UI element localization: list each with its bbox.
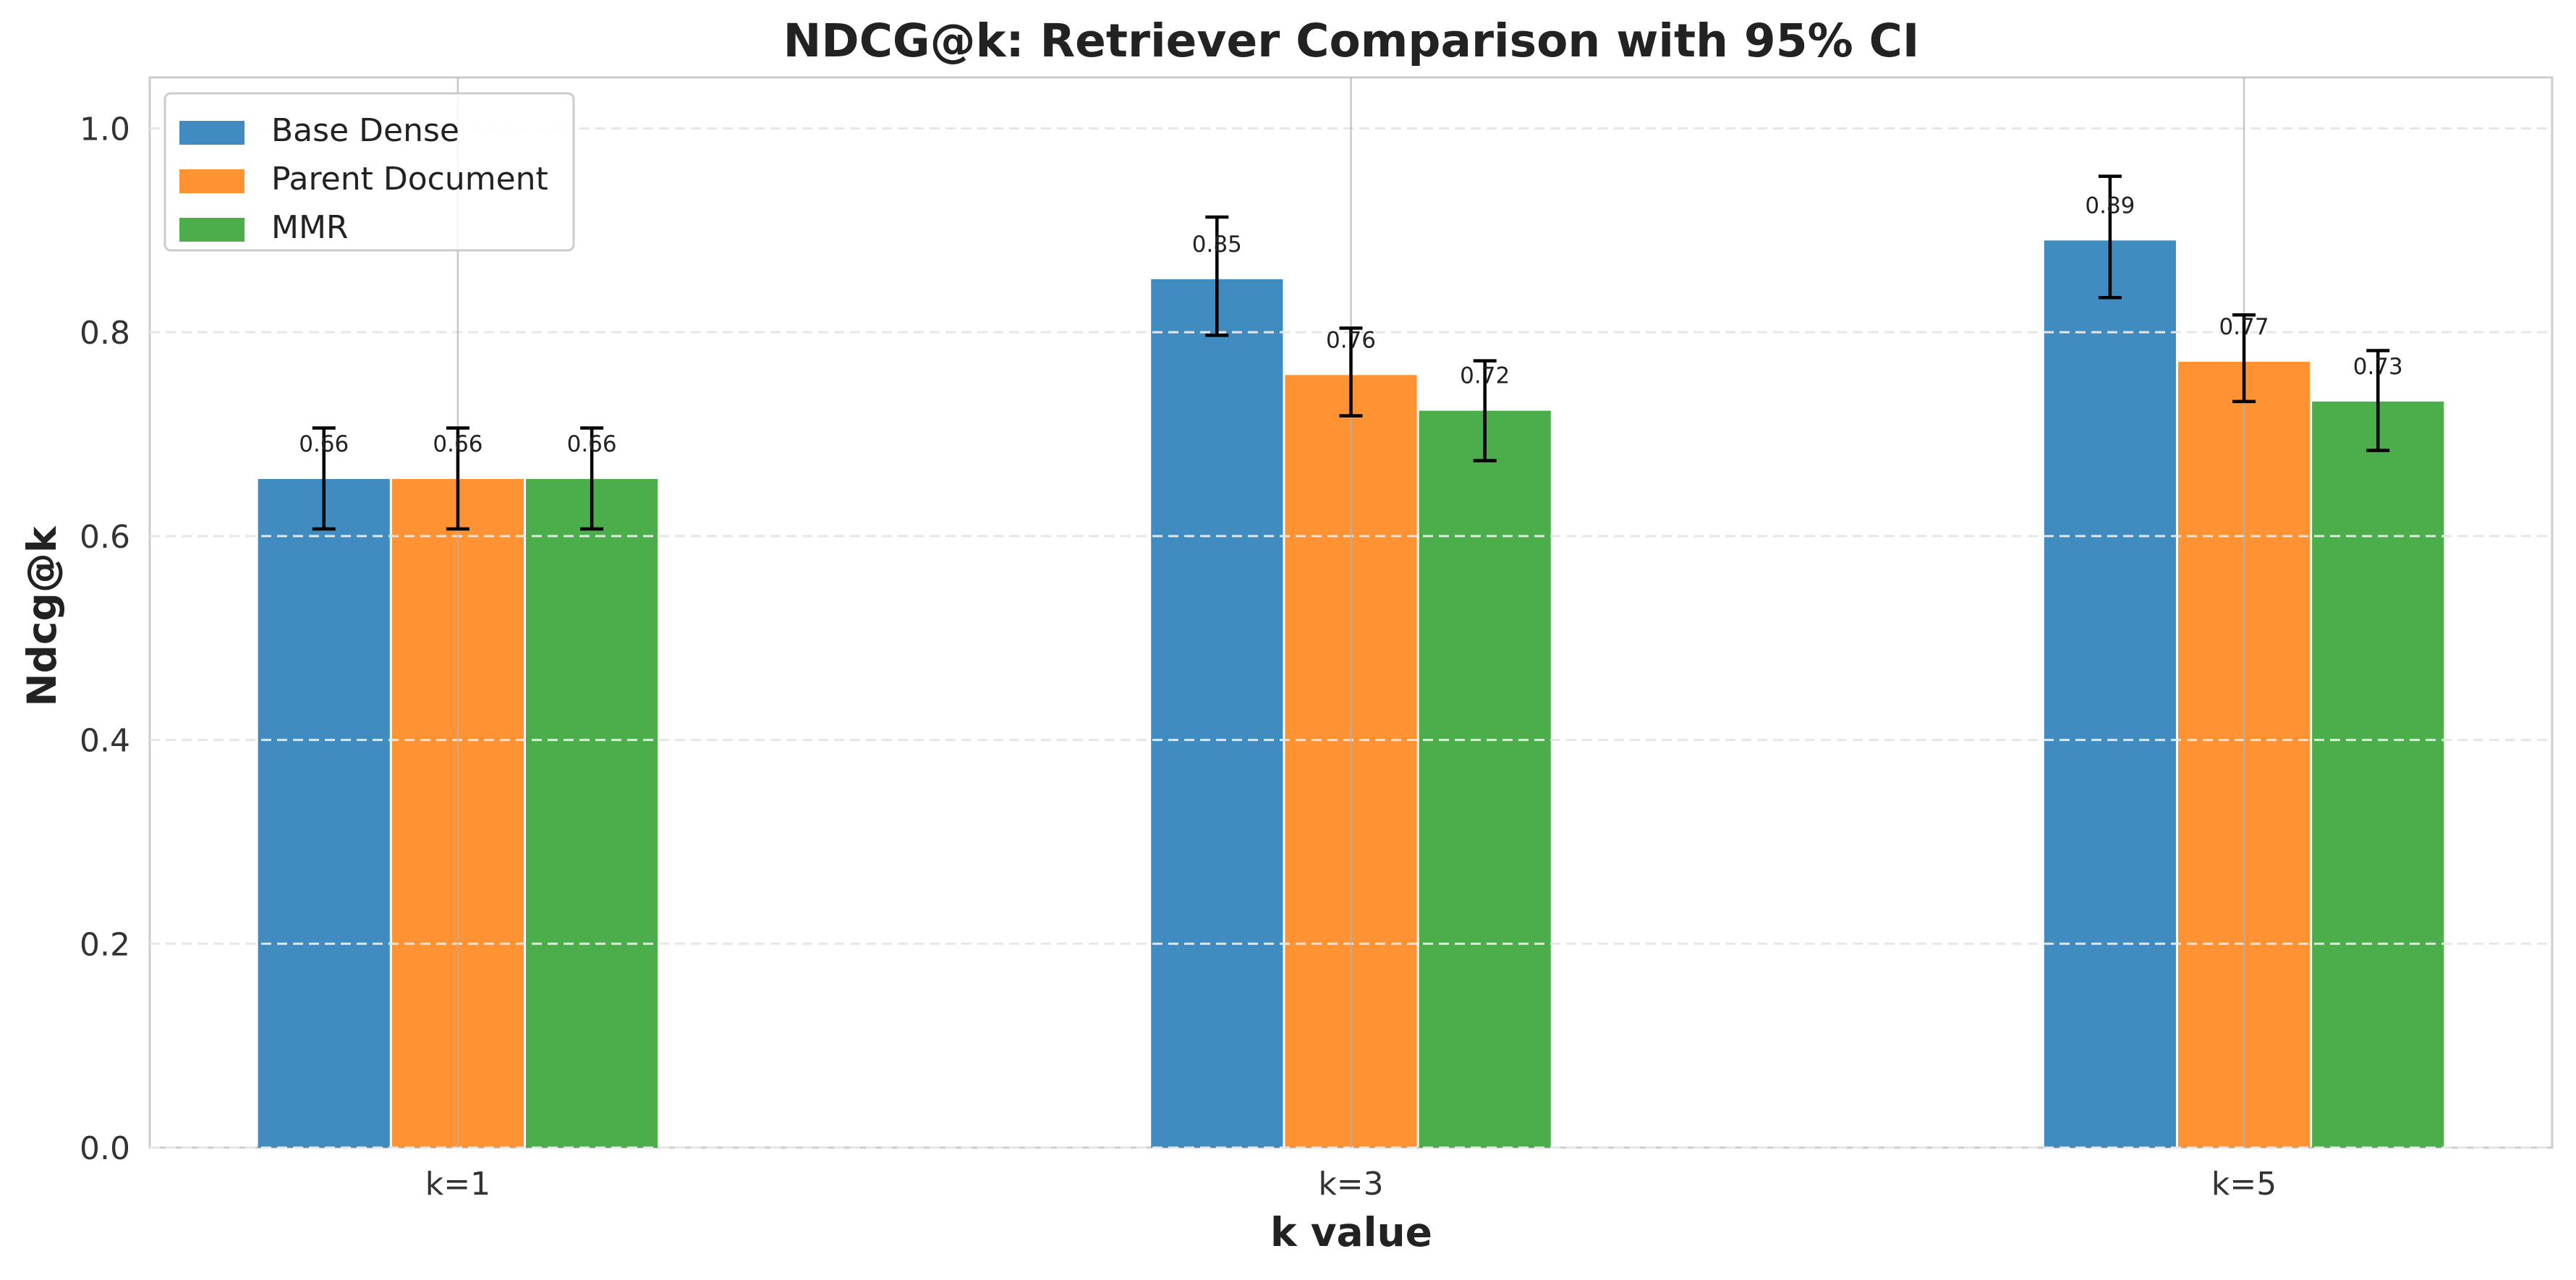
legend-swatch (179, 121, 245, 145)
y-tick-label: 0.8 (80, 315, 130, 352)
y-tick-label: 0.2 (80, 926, 130, 963)
value-label: 0.85 (1192, 232, 1242, 258)
bar (258, 478, 390, 1148)
y-tick-label: 0.0 (80, 1130, 130, 1167)
y-tick-label: 1.0 (80, 111, 130, 148)
value-label: 0.66 (299, 431, 349, 457)
legend-entry: MMR (271, 209, 349, 246)
error-bars (312, 174, 2390, 531)
y-tick-label: 0.4 (80, 723, 130, 760)
y-axis-label: Ndcg@k (19, 525, 65, 706)
chart-title: NDCG@k: Retriever Comparison with 95% CI (783, 14, 1920, 67)
legend-box (163, 92, 575, 252)
bar (1151, 279, 1283, 1148)
legend-swatch (179, 169, 245, 193)
x-tick-label: k=1 (425, 1166, 490, 1203)
x-axis-label: k value (1270, 1209, 1432, 1255)
bar (2044, 240, 2176, 1148)
legend: Base Dense Parent Document MMR (163, 92, 575, 252)
y-tick-label: 0.6 (80, 519, 130, 556)
value-label: 0.73 (2353, 354, 2403, 380)
grid-lines (150, 77, 2552, 1149)
value-label: 0.66 (433, 431, 483, 457)
y-tick-labels: 0.0 0.2 0.4 0.6 0.8 1.0 (80, 111, 130, 1167)
value-label: 0.89 (2085, 192, 2135, 219)
bar (1419, 410, 1551, 1148)
legend-entry: Parent Document (271, 161, 548, 198)
bar (526, 478, 658, 1148)
value-label: 0.77 (2219, 314, 2269, 340)
legend-entry: Base Dense (271, 112, 459, 149)
legend-swatch (179, 218, 245, 242)
value-label: 0.72 (1460, 363, 1510, 389)
bar (2312, 401, 2444, 1148)
x-tick-labels: k=1 k=3 k=5 (425, 1166, 2277, 1203)
value-labels: 0.66 0.85 0.89 0.66 0.76 0.77 0.66 0.72 0.73 (299, 192, 2403, 457)
value-label: 0.66 (567, 431, 617, 457)
value-label: 0.76 (1326, 327, 1376, 353)
x-tick-label: k=3 (1318, 1166, 1383, 1203)
x-tick-label: k=5 (2211, 1166, 2277, 1203)
